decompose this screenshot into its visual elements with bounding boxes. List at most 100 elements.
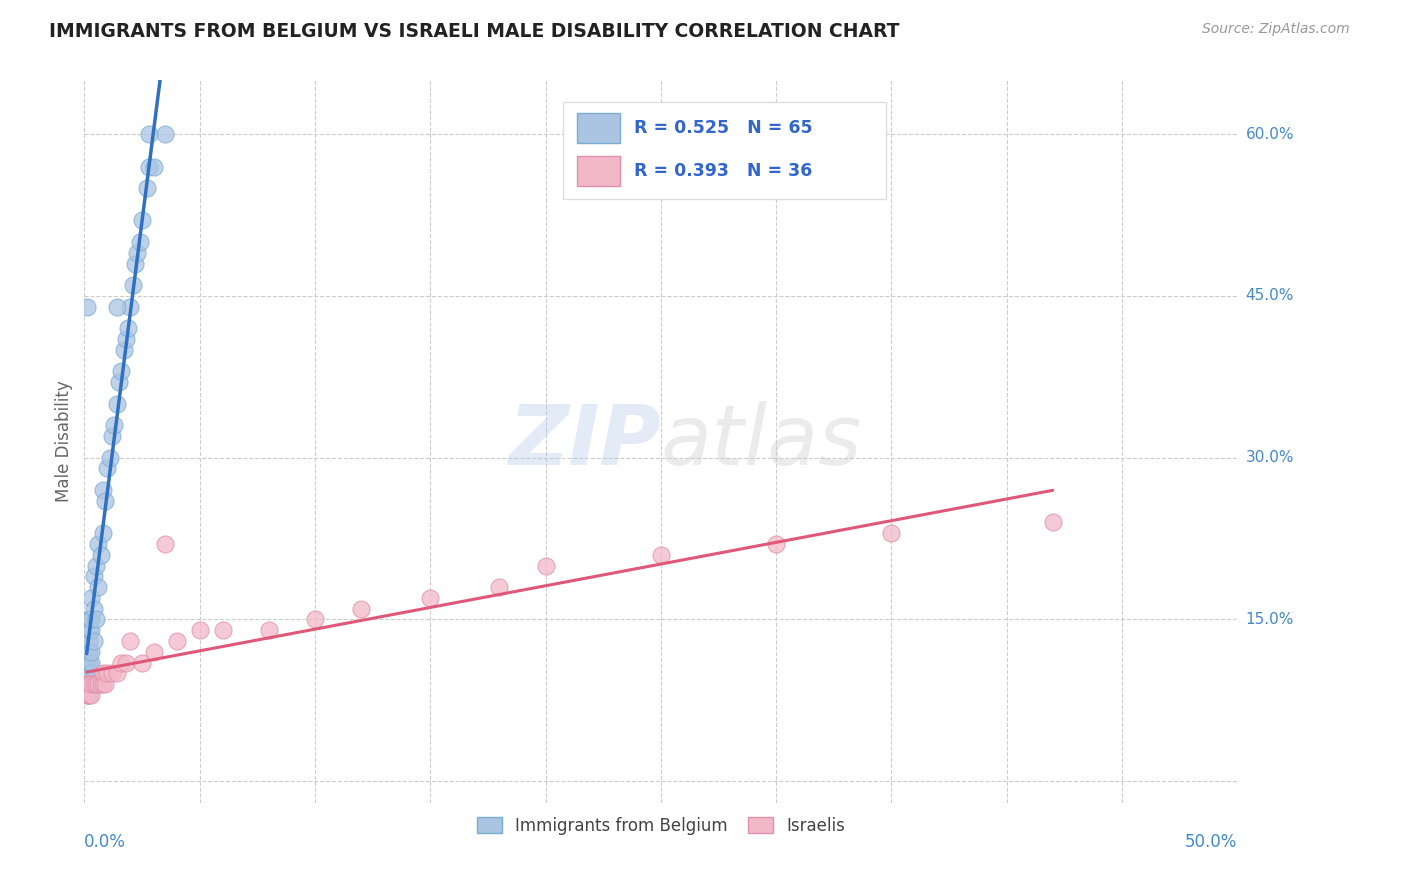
Point: [76, 677, 98, 691]
Point: [153, 537, 176, 551]
Point: [105, 300, 128, 314]
Point: [80, 645, 103, 659]
Point: [419, 591, 441, 605]
Point: [76, 666, 98, 681]
Text: atlas: atlas: [661, 401, 862, 482]
Point: [96, 666, 118, 681]
Point: [91, 483, 114, 497]
Point: [80, 656, 103, 670]
Point: [76, 688, 98, 702]
Point: [77, 677, 100, 691]
Point: [488, 580, 510, 594]
Point: [1042, 516, 1064, 530]
Text: ZIP: ZIP: [508, 401, 661, 482]
Point: [131, 213, 153, 227]
Point: [211, 624, 233, 638]
Point: [91, 526, 114, 541]
Point: [94, 677, 117, 691]
Point: [135, 181, 157, 195]
Point: [880, 526, 903, 541]
Point: [115, 332, 138, 346]
Point: [83, 634, 105, 648]
Point: [127, 245, 149, 260]
Point: [112, 343, 135, 357]
Point: [103, 418, 125, 433]
Point: [77, 677, 100, 691]
Text: 30.0%: 30.0%: [1246, 450, 1294, 466]
Text: R = 0.393   N = 36: R = 0.393 N = 36: [634, 162, 813, 180]
FancyBboxPatch shape: [576, 156, 620, 186]
FancyBboxPatch shape: [562, 102, 886, 200]
Point: [87, 537, 110, 551]
Point: [76, 666, 98, 681]
Text: R = 0.525   N = 65: R = 0.525 N = 65: [634, 119, 813, 137]
Point: [84, 558, 107, 573]
Text: 50.0%: 50.0%: [1185, 833, 1237, 851]
Point: [138, 127, 160, 141]
Point: [765, 537, 787, 551]
Point: [77, 666, 100, 681]
Point: [94, 493, 117, 508]
Point: [108, 376, 131, 390]
Point: [87, 677, 110, 691]
Point: [166, 634, 188, 648]
Point: [650, 548, 672, 562]
Point: [87, 580, 110, 594]
Point: [142, 645, 165, 659]
Text: Source: ZipAtlas.com: Source: ZipAtlas.com: [1202, 22, 1350, 37]
Point: [89, 677, 111, 691]
Point: [84, 677, 107, 691]
Point: [76, 645, 98, 659]
Point: [96, 461, 118, 475]
Point: [83, 601, 105, 615]
Point: [77, 656, 100, 670]
Point: [120, 300, 142, 314]
Point: [117, 321, 139, 335]
Text: 15.0%: 15.0%: [1246, 612, 1294, 627]
Point: [80, 624, 103, 638]
Point: [142, 160, 165, 174]
Point: [89, 548, 111, 562]
Point: [77, 688, 100, 702]
FancyBboxPatch shape: [576, 112, 620, 143]
Point: [77, 634, 100, 648]
Point: [76, 677, 98, 691]
Point: [257, 624, 280, 638]
Point: [83, 677, 105, 691]
Point: [76, 666, 98, 681]
Text: 60.0%: 60.0%: [1246, 127, 1294, 142]
Point: [76, 677, 98, 691]
Point: [80, 612, 103, 626]
Point: [80, 591, 103, 605]
Point: [77, 645, 100, 659]
Point: [84, 612, 107, 626]
Point: [76, 677, 98, 691]
Point: [105, 397, 128, 411]
Legend: Immigrants from Belgium, Israelis: Immigrants from Belgium, Israelis: [470, 810, 852, 841]
Point: [121, 278, 143, 293]
Point: [101, 666, 124, 681]
Y-axis label: Male Disability: Male Disability: [55, 381, 73, 502]
Point: [188, 624, 211, 638]
Point: [138, 160, 160, 174]
Point: [115, 656, 138, 670]
Point: [110, 364, 132, 378]
Point: [80, 666, 103, 681]
Point: [105, 666, 128, 681]
Point: [91, 666, 114, 681]
Point: [77, 666, 100, 681]
Text: 45.0%: 45.0%: [1246, 288, 1294, 303]
Point: [120, 634, 142, 648]
Point: [153, 127, 176, 141]
Point: [124, 257, 146, 271]
Point: [304, 612, 326, 626]
Point: [80, 688, 103, 702]
Point: [534, 558, 557, 573]
Point: [131, 656, 153, 670]
Text: IMMIGRANTS FROM BELGIUM VS ISRAELI MALE DISABILITY CORRELATION CHART: IMMIGRANTS FROM BELGIUM VS ISRAELI MALE …: [49, 22, 900, 41]
Point: [77, 612, 100, 626]
Point: [80, 677, 103, 691]
Point: [98, 450, 121, 465]
Point: [110, 656, 132, 670]
Point: [77, 624, 100, 638]
